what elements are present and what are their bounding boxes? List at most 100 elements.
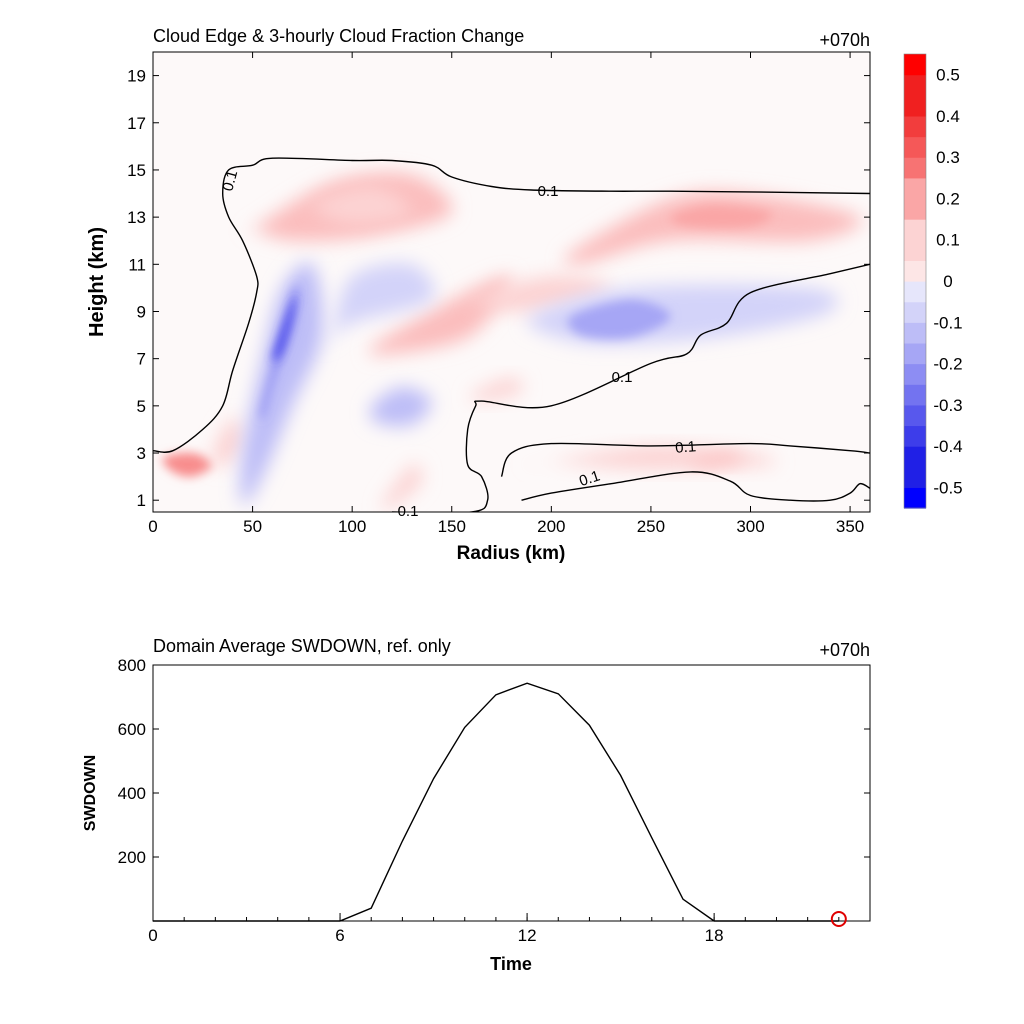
- x-tick-label: 250: [637, 517, 665, 536]
- cloud-fraction-panel: Cloud Edge & 3-hourly Cloud Fraction Cha…: [86, 26, 963, 564]
- colorbar-label: 0: [943, 272, 952, 291]
- x-tick-label: 12: [518, 926, 537, 945]
- contour-label: 0.1: [219, 168, 241, 193]
- top-x-axis: 0 50 100 150 200 250 300 350: [148, 52, 864, 536]
- x-tick-label: 150: [438, 517, 466, 536]
- y-tick-label: 800: [118, 656, 146, 675]
- colorbar-label: -0.5: [933, 478, 962, 497]
- y-tick-label: 5: [137, 397, 146, 416]
- bottom-y-axis: 200 400 600 800: [118, 656, 870, 867]
- y-tick-label: 11: [128, 255, 146, 274]
- top-time-label: +070h: [819, 30, 870, 50]
- colorbar-label: 0.4: [936, 107, 960, 126]
- colorbar-swatch: [904, 342, 926, 365]
- colorbar-swatch: [904, 404, 926, 427]
- y-tick-label: 15: [127, 161, 146, 180]
- bottom-x-axis: 0 6 12 18: [148, 913, 871, 945]
- colorbar-swatch: [904, 95, 926, 117]
- colorbar-swatch: [904, 466, 926, 488]
- colorbar-label: 0.5: [936, 66, 960, 85]
- colorbar-label: 0.3: [936, 148, 960, 167]
- positive-anomaly-region: [563, 190, 863, 265]
- colorbar-label: -0.1: [933, 313, 962, 332]
- negative-anomaly-region: [272, 295, 297, 362]
- cloud-edge-contour-line: [392, 263, 870, 512]
- cloud-edge-contour-line: [500, 442, 870, 477]
- y-tick-label: 19: [127, 67, 146, 86]
- colorbar-frame: [903, 53, 927, 509]
- x-tick-label: 350: [836, 517, 864, 536]
- positive-anomaly-region: [368, 274, 512, 355]
- bottom-plot-frame: [152, 664, 871, 922]
- x-tick-label: 300: [736, 517, 764, 536]
- positive-anomaly-region: [689, 452, 743, 468]
- swdown-panel: Domain Average SWDOWN, ref. only +070h 0…: [82, 636, 871, 974]
- colorbar-label: 0.2: [936, 189, 960, 208]
- x-tick-label: 0: [148, 517, 157, 536]
- cloud-edge-contour-line: [153, 157, 870, 453]
- positive-anomaly-region: [471, 275, 612, 312]
- y-tick-label: 17: [127, 114, 146, 133]
- top-chart-title: Cloud Edge & 3-hourly Cloud Fraction Cha…: [153, 26, 524, 46]
- x-tick-label: 50: [243, 517, 262, 536]
- colorbar-swatch: [904, 177, 926, 200]
- colorbar: 0.5 0.4 0.3 0.2 0.1 0 -0.1 -0.2 -0.3 -0.4 -0.5: [903, 53, 963, 509]
- contour-labels: 0.1 0.1 0.1 0.1 0.1 0.1: [219, 168, 696, 520]
- bottom-x-axis-label: Time: [490, 954, 532, 974]
- bottom-y-axis-label: SWDOWN: [82, 755, 99, 831]
- top-plot-frame: [152, 51, 871, 513]
- colorbar-swatch: [904, 281, 926, 303]
- colorbar-swatch: [904, 198, 926, 220]
- colorbar-swatch: [904, 487, 926, 509]
- negative-anomaly-region: [240, 262, 324, 506]
- colorbar-swatch: [904, 301, 926, 323]
- x-tick-label: 100: [338, 517, 366, 536]
- y-tick-label: 13: [127, 208, 146, 227]
- anomaly-fills: [162, 172, 863, 511]
- colorbar-swatch: [904, 136, 926, 158]
- colorbar-swatch: [904, 384, 926, 406]
- positive-anomaly-region: [162, 452, 213, 477]
- y-tick-label: 9: [137, 302, 146, 321]
- swdown-line: [153, 682, 839, 922]
- x-tick-label: 0: [148, 926, 157, 945]
- contour-label: 0.1: [612, 369, 633, 386]
- y-tick-label: 400: [118, 784, 146, 803]
- negative-anomaly-region: [369, 386, 432, 427]
- colorbar-swatch: [904, 74, 926, 96]
- cloud-edge-contour-line: [521, 471, 870, 502]
- y-tick-label: 1: [137, 491, 146, 510]
- swdown-series: [153, 682, 847, 927]
- colorbar-swatch: [904, 322, 926, 344]
- colorbar-label: -0.3: [933, 396, 962, 415]
- bottom-time-label: +070h: [819, 640, 870, 660]
- colorbar-swatch: [904, 239, 926, 261]
- positive-anomaly-region: [381, 464, 423, 511]
- colorbar-swatch: [904, 115, 926, 138]
- positive-anomaly-region: [212, 417, 243, 468]
- colorbar-swatch: [904, 446, 926, 468]
- y-tick-label: 600: [118, 720, 146, 739]
- cloud-edge-contours: [153, 157, 870, 512]
- negative-anomaly-region: [567, 299, 671, 340]
- bottom-chart-title: Domain Average SWDOWN, ref. only: [153, 636, 451, 656]
- colorbar-swatch: [904, 363, 926, 385]
- x-tick-label: 18: [705, 926, 724, 945]
- current-time-marker: [830, 911, 847, 927]
- top-y-axis-label: Height (km): [86, 227, 108, 337]
- colorbar-swatch: [904, 157, 926, 179]
- x-tick-label: 200: [537, 517, 565, 536]
- contour-label: 0.1: [538, 183, 559, 200]
- positive-anomaly-region: [312, 186, 413, 225]
- colorbar-swatch: [904, 219, 926, 241]
- contour-label: 0.1: [577, 467, 602, 490]
- y-tick-label: 200: [118, 848, 146, 867]
- positive-anomaly-region: [670, 205, 773, 229]
- colorbar-swatch: [904, 260, 926, 282]
- y-tick-label: 3: [137, 444, 146, 463]
- colorbar-label: -0.2: [933, 355, 962, 374]
- colorbar-swatch: [904, 54, 926, 76]
- colorbar-swatch: [904, 425, 926, 447]
